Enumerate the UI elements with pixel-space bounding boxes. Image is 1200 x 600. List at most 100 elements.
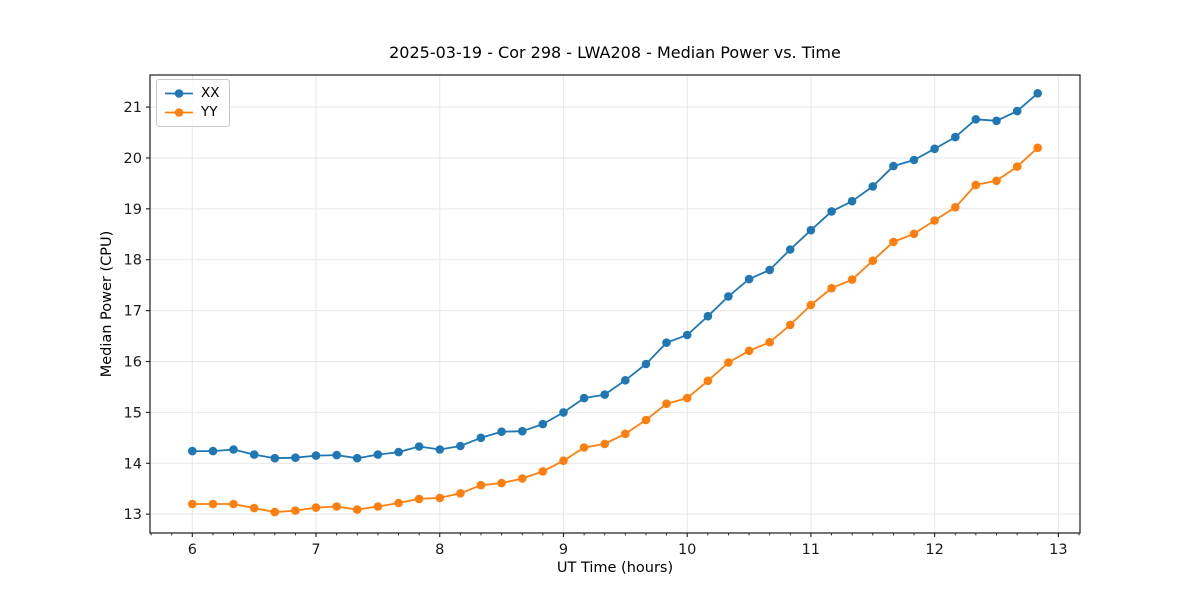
data-point-yy <box>682 393 692 403</box>
y-tick-label: 16 <box>124 355 142 371</box>
data-point-yy <box>765 337 774 347</box>
y-tick-label: 20 <box>124 151 142 167</box>
data-point-xx <box>373 450 383 459</box>
data-point-yy <box>456 489 465 498</box>
y-tick-label: 13 <box>124 507 142 523</box>
data-point-yy <box>249 503 259 513</box>
data-point-yy <box>414 494 424 504</box>
data-point-xx <box>765 265 774 275</box>
data-point-xx <box>703 311 713 321</box>
legend-line-marker-swatch-xx <box>165 89 193 98</box>
data-point-yy <box>847 275 857 284</box>
data-point-xx <box>785 245 795 254</box>
data-point-yy <box>785 320 795 330</box>
data-point-yy <box>435 493 445 503</box>
data-point-yy <box>559 456 568 466</box>
data-point-yy <box>311 503 321 512</box>
legend: XX YY <box>156 79 230 127</box>
legend-item-xx: XX <box>164 84 220 103</box>
data-point-xx <box>497 427 506 437</box>
data-point-yy <box>208 499 218 509</box>
data-point-xx <box>1033 89 1042 98</box>
y-tick-label: 14 <box>124 456 142 472</box>
data-point-xx <box>868 182 878 191</box>
data-point-yy <box>497 478 506 488</box>
data-point-xx <box>806 225 816 235</box>
chart-title: 2025-03-19 - Cor 298 - LWA208 - Median P… <box>389 43 841 62</box>
data-point-yy <box>1033 143 1042 153</box>
legend-label-xx: XX <box>201 84 220 101</box>
data-point-yy <box>518 474 527 483</box>
data-point-yy <box>724 358 733 367</box>
data-point-yy <box>662 399 671 409</box>
series-line-xx <box>191 92 1039 460</box>
y-tick-label: 15 <box>124 405 142 421</box>
data-point-yy <box>188 499 197 509</box>
data-point-xx <box>600 390 609 399</box>
y-tick-label: 21 <box>124 100 142 116</box>
data-point-yy <box>1012 162 1022 171</box>
data-point-yy <box>889 237 898 247</box>
x-tick-label: 10 <box>678 542 696 558</box>
data-point-xx <box>847 196 857 206</box>
x-tick-label: 13 <box>1049 542 1067 558</box>
data-point-yy <box>703 376 713 386</box>
x-axis-label: UT Time (hours) <box>556 560 674 576</box>
data-point-yy <box>827 283 836 293</box>
y-tick-label: 17 <box>124 304 142 320</box>
data-point-yy <box>291 506 300 515</box>
legend-item-yy: YY <box>164 103 220 122</box>
data-point-yy <box>868 256 878 266</box>
data-point-yy <box>806 300 816 310</box>
data-point-yy <box>600 439 609 449</box>
data-point-xx <box>332 450 342 460</box>
data-point-yy <box>229 499 238 509</box>
data-point-xx <box>559 408 568 417</box>
data-point-xx <box>394 447 403 457</box>
data-point-xx <box>889 161 898 171</box>
data-point-yy <box>538 467 548 476</box>
data-point-xx <box>992 116 1001 126</box>
data-point-xx <box>518 426 527 436</box>
x-tick-label: 12 <box>925 542 943 558</box>
data-point-xx <box>188 446 197 456</box>
y-axis-label: Median Power (CPU) <box>99 230 115 378</box>
axes-spines <box>149 74 1081 534</box>
data-point-xx <box>827 207 836 216</box>
data-point-xx <box>208 446 218 456</box>
data-point-yy <box>621 429 630 439</box>
data-point-xx <box>621 376 630 385</box>
data-point-xx <box>951 132 960 142</box>
x-tick-label: 6 <box>188 542 197 558</box>
data-point-yy <box>641 415 651 425</box>
data-point-xx <box>1012 106 1022 116</box>
legend-label-yy: YY <box>201 103 218 120</box>
data-point-xx <box>909 155 919 165</box>
x-tick-label: 9 <box>559 542 568 558</box>
data-point-yy <box>971 180 981 190</box>
x-tick-label: 7 <box>311 542 320 558</box>
x-tick-label: 11 <box>802 542 820 558</box>
data-point-yy <box>909 229 919 239</box>
data-point-xx <box>414 442 424 451</box>
data-point-xx <box>682 330 692 340</box>
data-point-xx <box>744 274 754 284</box>
data-point-xx <box>724 292 733 301</box>
data-point-yy <box>394 498 403 508</box>
data-point-yy <box>352 505 362 514</box>
data-point-xx <box>456 441 465 451</box>
legend-line-marker-swatch-yy <box>165 108 193 117</box>
data-point-xx <box>662 338 671 348</box>
data-point-yy <box>992 176 1001 186</box>
data-point-xx <box>311 451 321 460</box>
data-point-xx <box>435 445 445 454</box>
data-point-xx <box>538 419 548 429</box>
data-point-xx <box>930 144 939 154</box>
data-point-xx <box>641 359 651 369</box>
data-point-xx <box>579 393 589 403</box>
data-point-yy <box>744 346 754 356</box>
data-point-yy <box>579 443 589 452</box>
data-point-xx <box>352 453 362 463</box>
